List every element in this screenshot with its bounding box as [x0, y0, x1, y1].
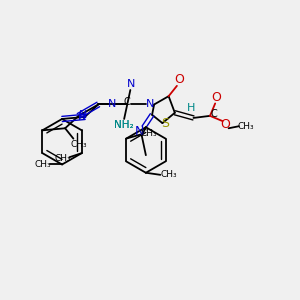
Text: N: N — [77, 112, 86, 122]
Text: CH₃: CH₃ — [141, 129, 157, 138]
Text: O: O — [174, 73, 184, 86]
Text: NH₂: NH₂ — [114, 120, 134, 130]
Text: NH₂: NH₂ — [114, 120, 134, 130]
Text: H: H — [187, 103, 196, 112]
Text: C: C — [124, 98, 130, 107]
Text: N: N — [135, 125, 144, 138]
Text: N: N — [127, 79, 136, 89]
Text: S: S — [161, 117, 169, 130]
Text: CH₃: CH₃ — [55, 154, 71, 163]
Text: N: N — [79, 110, 87, 120]
Text: CH₃: CH₃ — [238, 122, 254, 131]
Text: CH₃: CH₃ — [34, 160, 51, 169]
Text: CH₃: CH₃ — [70, 140, 87, 149]
Text: N: N — [107, 100, 116, 110]
Text: CH₃: CH₃ — [160, 170, 177, 179]
Text: N: N — [146, 100, 154, 110]
Text: C: C — [211, 109, 217, 119]
Text: O: O — [220, 118, 230, 130]
Text: O: O — [211, 91, 221, 104]
